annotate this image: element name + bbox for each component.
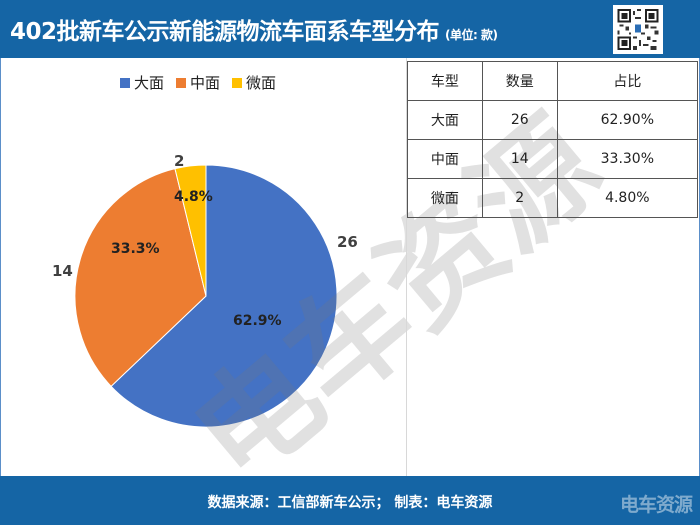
legend-label-mid: 中面 <box>190 74 221 92</box>
slice-micro <box>174 164 207 297</box>
legend-swatch-mid <box>176 77 187 88</box>
brand-logo: 电车资源 <box>619 494 693 516</box>
legend-label-big: 大面 <box>134 74 165 92</box>
label-big-pct: 62.9% <box>233 313 282 329</box>
legend-label-micro: 微面 <box>246 74 277 92</box>
label-mid-val: 14 <box>52 262 73 280</box>
table-cell: 26 <box>481 100 558 140</box>
footer-banner: 数据来源：工信部新车公示； 制表：电车资源 电车资源 <box>0 476 700 525</box>
table-cell: 2 <box>481 178 558 218</box>
source-note: 数据来源：工信部新车公示； 制表：电车资源 <box>207 495 493 511</box>
table-header: 车型 <box>407 61 483 101</box>
table-cell: 14 <box>481 139 558 179</box>
table-cell: 微面 <box>407 178 483 218</box>
legend-swatch-big <box>120 77 130 88</box>
table-header: 数量 <box>481 61 558 101</box>
table-row: 微面 2 4.80% <box>407 178 699 218</box>
label-micro-val: 2 <box>174 152 185 170</box>
panel-divider <box>406 58 407 476</box>
title-text: 402批新车公示新能源物流车面系车型分布 <box>10 19 440 45</box>
slice-big <box>110 164 338 428</box>
data-table: 车型 数量 占比 大面 26 62.90% 中面 14 33.30% 微面 2 … <box>407 61 699 218</box>
legend-swatch-micro <box>232 77 243 88</box>
chart-legend: 大面 中面 微面 <box>120 72 282 93</box>
label-mid-pct: 33.3% <box>111 241 160 257</box>
pie-chart <box>74 164 338 428</box>
table-cell: 中面 <box>407 139 483 179</box>
qr-code-icon <box>613 5 663 54</box>
table-row: 大面 26 62.90% <box>407 100 699 140</box>
label-big-val: 26 <box>337 233 358 251</box>
table-cell: 大面 <box>407 100 483 140</box>
unit-label: (单位: 款) <box>445 28 498 42</box>
slice-mid <box>74 168 207 388</box>
table-cell: 33.30% <box>556 139 699 179</box>
table-cell: 4.80% <box>556 178 699 218</box>
table-cell: 62.90% <box>556 100 699 140</box>
legend-item-big: 大面 <box>120 72 164 93</box>
legend-item-micro: 微面 <box>232 72 276 93</box>
table-header: 占比 <box>556 61 699 101</box>
table-header-row: 车型 数量 占比 <box>407 61 699 101</box>
header-banner: 402批新车公示新能源物流车面系车型分布 (单位: 款) <box>0 0 700 58</box>
table-row: 中面 14 33.30% <box>407 139 699 179</box>
page-title: 402批新车公示新能源物流车面系车型分布 (单位: 款) <box>10 12 498 46</box>
legend-item-mid: 中面 <box>176 72 220 93</box>
label-micro-pct: 4.8% <box>174 189 213 205</box>
